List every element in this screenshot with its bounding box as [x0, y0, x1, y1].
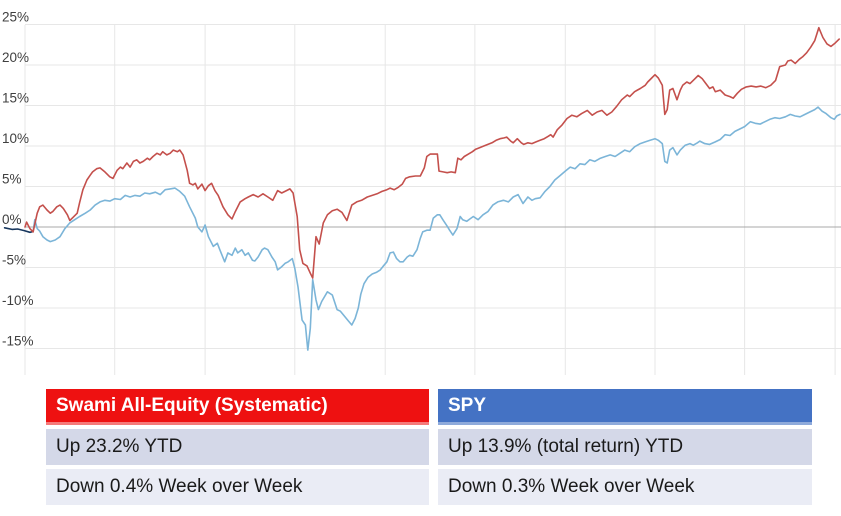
y-axis-tick-label: 10% [2, 131, 29, 146]
y-axis-tick-label: 20% [2, 50, 29, 65]
performance-summary-table: Swami All-Equity (Systematic) Up 23.2% Y… [46, 389, 812, 509]
y-axis-tick-label: 0% [2, 212, 22, 227]
table-cell-swami-wow: Down 0.4% Week over Week [46, 469, 429, 505]
performance-chart: 25% 20% 15% 10% 5% 0% -5% -10% -15% [2, 9, 841, 375]
swami-line [24, 26, 841, 279]
table-cell-swami-ytd: Up 23.2% YTD [46, 429, 429, 465]
y-axis-tick-label: 15% [2, 91, 29, 106]
performance-chart-svg: 25% 20% 15% 10% 5% 0% -5% -10% -15% [2, 10, 841, 375]
table-column-spy: SPY Up 13.9% (total return) YTD Down 0.3… [438, 389, 812, 509]
table-cell-spy-ytd: Up 13.9% (total return) YTD [438, 429, 812, 465]
y-axis-tick-label: -15% [2, 334, 34, 349]
start-segment-line [3, 227, 34, 234]
y-axis-tick-label: 5% [2, 172, 22, 187]
table-header-swami: Swami All-Equity (Systematic) [46, 389, 429, 425]
table-header-spy: SPY [438, 389, 812, 425]
table-cell-spy-wow: Down 0.3% Week over Week [438, 469, 812, 505]
y-axis-tick-label: -5% [2, 253, 26, 268]
table-column-swami: Swami All-Equity (Systematic) Up 23.2% Y… [46, 389, 429, 509]
spy-line [32, 106, 841, 351]
y-axis-tick-label: -10% [2, 293, 34, 308]
y-axis-tick-label: 25% [2, 10, 29, 25]
